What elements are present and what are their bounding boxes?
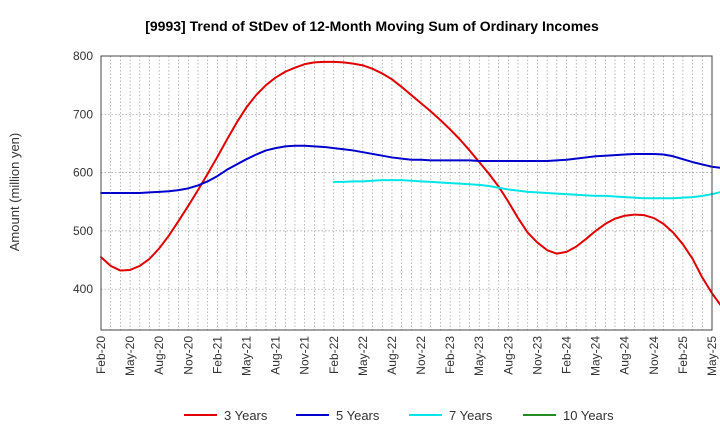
x-tick-label: Feb-22 [327,336,341,374]
x-tick-label: Feb-24 [560,336,574,374]
x-tick-label: Feb-21 [210,336,224,374]
legend-label: 7 Years [449,408,493,423]
x-tick-label: May-22 [356,336,370,376]
y-tick-label: 700 [73,107,93,121]
series-line-5-years [100,144,720,194]
x-tick-label: May-25 [705,336,719,376]
plot-frame [100,55,713,331]
y-tick-label: 400 [73,282,93,296]
x-tick-label: Nov-24 [647,336,661,375]
x-tick-label: May-21 [239,336,253,376]
plot-series [100,60,720,307]
x-tick-label: Aug-21 [269,336,283,375]
x-tick-label: Feb-25 [676,336,690,374]
grid [100,55,713,330]
x-tick-label: Feb-20 [94,336,108,374]
series-line-7-years [332,179,720,200]
x-tick-label: May-23 [472,336,486,376]
y-axis-ticks: 400 500 600 700 800 [73,49,93,296]
legend-label: 10 Years [563,408,614,423]
x-axis-ticks: Feb-20 May-20 Aug-20 Nov-20 Feb-21 May-21 Aug-… [94,336,719,376]
x-tick-label: Aug-23 [501,336,515,375]
y-tick-label: 500 [73,224,93,238]
x-tick-label: Feb-23 [443,336,457,374]
x-tick-label: May-24 [589,336,603,376]
series-line-3-years [100,60,720,307]
legend-label: 5 Years [336,408,380,423]
legend: 3 Years 5 Years 7 Years 10 Years [184,408,614,423]
y-axis-label: Amount (million yen) [7,133,22,252]
x-tick-label: Aug-22 [385,336,399,375]
y-tick-label: 800 [73,49,93,63]
x-tick-label: Aug-24 [618,336,632,375]
chart-title: [9993] Trend of StDev of 12-Month Moving… [145,18,599,34]
y-tick-label: 600 [73,166,93,180]
legend-label: 3 Years [224,408,268,423]
x-tick-label: Nov-21 [298,336,312,375]
x-tick-label: Aug-20 [152,336,166,375]
x-tick-label: May-20 [123,336,137,376]
x-tick-label: Nov-23 [530,336,544,375]
x-tick-label: Nov-20 [181,336,195,375]
x-tick-label: Nov-22 [414,336,428,375]
